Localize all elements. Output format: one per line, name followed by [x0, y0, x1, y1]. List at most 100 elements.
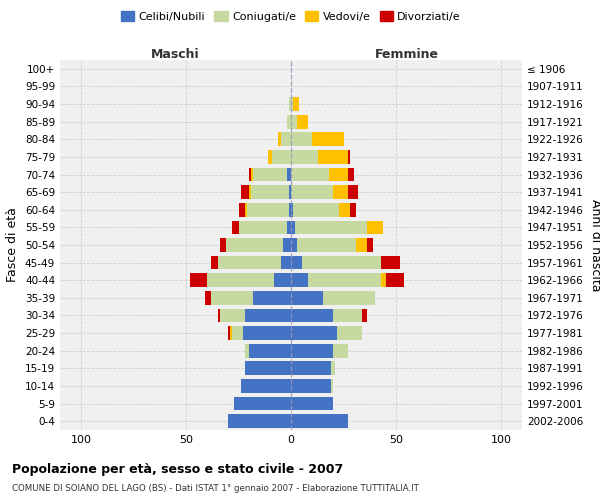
- Text: COMUNE DI SOIANO DEL LAGO (BS) - Dati ISTAT 1° gennaio 2007 - Elaborazione TUTTI: COMUNE DI SOIANO DEL LAGO (BS) - Dati IS…: [12, 484, 419, 493]
- Bar: [308, 274, 382, 287]
- Bar: [291, 414, 348, 428]
- Bar: [291, 344, 333, 358]
- Bar: [241, 186, 249, 199]
- Bar: [228, 414, 291, 428]
- Bar: [278, 132, 281, 146]
- Bar: [251, 186, 289, 199]
- Bar: [190, 274, 207, 287]
- Bar: [329, 168, 348, 181]
- Bar: [242, 326, 291, 340]
- Bar: [348, 168, 354, 181]
- Bar: [218, 308, 220, 322]
- Bar: [287, 168, 291, 181]
- Bar: [253, 168, 287, 181]
- Bar: [291, 186, 333, 199]
- Bar: [287, 220, 291, 234]
- Bar: [281, 256, 291, 270]
- Bar: [232, 326, 242, 340]
- Bar: [249, 186, 251, 199]
- Text: Popolazione per età, sesso e stato civile - 2007: Popolazione per età, sesso e stato civil…: [12, 462, 343, 475]
- Bar: [283, 238, 291, 252]
- Y-axis label: Fasce di età: Fasce di età: [7, 208, 19, 282]
- Bar: [291, 396, 333, 410]
- Bar: [298, 238, 356, 252]
- Bar: [272, 150, 291, 164]
- Bar: [253, 291, 291, 304]
- Bar: [367, 238, 373, 252]
- Bar: [281, 132, 291, 146]
- Bar: [251, 168, 253, 181]
- Bar: [348, 186, 358, 199]
- Bar: [211, 256, 218, 270]
- Bar: [291, 220, 295, 234]
- Bar: [291, 362, 331, 375]
- Bar: [291, 132, 312, 146]
- Bar: [249, 168, 251, 181]
- Bar: [245, 344, 249, 358]
- Bar: [382, 274, 386, 287]
- Bar: [220, 308, 245, 322]
- Bar: [293, 203, 340, 216]
- Bar: [228, 326, 230, 340]
- Bar: [291, 150, 319, 164]
- Bar: [291, 379, 331, 393]
- Legend: Celibi/Nubili, Coniugati/e, Vedovi/e, Divorziati/e: Celibi/Nubili, Coniugati/e, Vedovi/e, Di…: [116, 6, 466, 26]
- Bar: [291, 308, 333, 322]
- Bar: [289, 186, 291, 199]
- Bar: [367, 220, 383, 234]
- Bar: [298, 115, 308, 128]
- Bar: [293, 97, 299, 111]
- Bar: [350, 203, 356, 216]
- Bar: [232, 220, 239, 234]
- Bar: [211, 291, 253, 304]
- Bar: [319, 150, 348, 164]
- Bar: [291, 238, 298, 252]
- Bar: [205, 291, 211, 304]
- Bar: [230, 326, 232, 340]
- Bar: [235, 396, 291, 410]
- Bar: [356, 238, 367, 252]
- Bar: [291, 274, 308, 287]
- Text: Femmine: Femmine: [374, 48, 439, 61]
- Bar: [323, 291, 375, 304]
- Bar: [382, 256, 400, 270]
- Y-axis label: Anni di nascita: Anni di nascita: [589, 198, 600, 291]
- Bar: [249, 344, 291, 358]
- Bar: [340, 203, 350, 216]
- Bar: [291, 291, 323, 304]
- Bar: [218, 256, 281, 270]
- Bar: [337, 326, 362, 340]
- Bar: [312, 132, 343, 146]
- Bar: [274, 274, 291, 287]
- Bar: [226, 238, 283, 252]
- Bar: [291, 326, 337, 340]
- Bar: [291, 203, 293, 216]
- Bar: [295, 220, 367, 234]
- Bar: [239, 203, 245, 216]
- Bar: [348, 150, 350, 164]
- Bar: [241, 379, 291, 393]
- Bar: [291, 97, 293, 111]
- Bar: [245, 308, 291, 322]
- Bar: [268, 150, 272, 164]
- Bar: [333, 344, 348, 358]
- Bar: [302, 256, 382, 270]
- Bar: [291, 115, 298, 128]
- Bar: [289, 97, 291, 111]
- Bar: [239, 220, 287, 234]
- Bar: [291, 168, 329, 181]
- Text: Maschi: Maschi: [151, 48, 200, 61]
- Bar: [333, 186, 348, 199]
- Bar: [245, 203, 247, 216]
- Bar: [291, 256, 302, 270]
- Bar: [207, 274, 274, 287]
- Bar: [331, 362, 335, 375]
- Bar: [245, 362, 291, 375]
- Bar: [220, 238, 226, 252]
- Bar: [289, 203, 291, 216]
- Bar: [333, 308, 362, 322]
- Bar: [331, 379, 333, 393]
- Bar: [386, 274, 404, 287]
- Bar: [362, 308, 367, 322]
- Bar: [287, 115, 291, 128]
